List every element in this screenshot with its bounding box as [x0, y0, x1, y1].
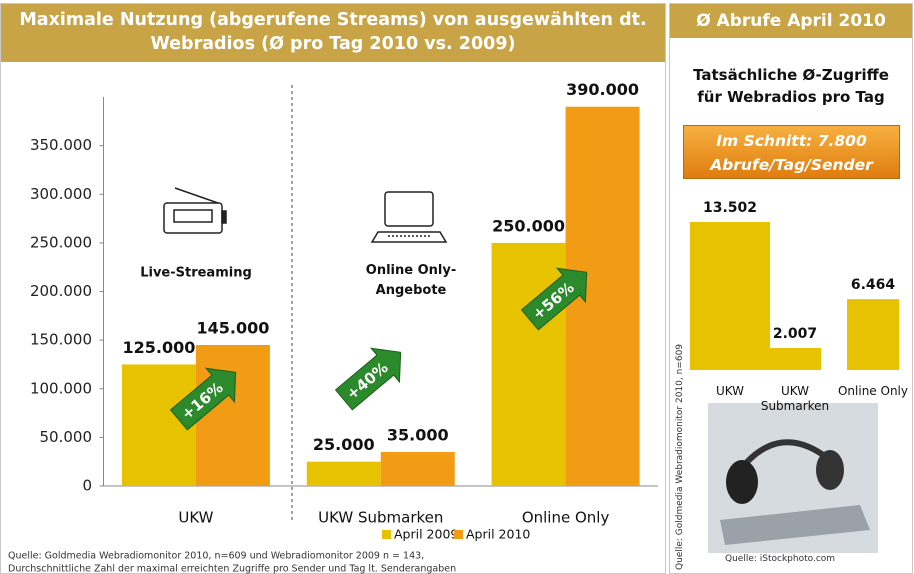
title-band: [670, 4, 912, 38]
legend-swatch: [382, 530, 391, 539]
laptop-icon: [370, 191, 448, 243]
callout: Im Schnitt: 7.800 Abrufe/Tag/Sender: [683, 125, 900, 179]
bar: [380, 451, 455, 486]
x-tick-label: UKW Submarken: [760, 384, 830, 413]
value-label: 2.007: [773, 326, 817, 342]
y-tick-label: 150.000: [30, 331, 92, 349]
growth-arrow: +40%: [334, 347, 402, 411]
bar: [769, 348, 821, 370]
icon-label: Live-Streaming: [140, 266, 252, 281]
y-tick-label: 200.000: [30, 282, 92, 300]
value-label: 6.464: [851, 277, 896, 293]
arrow-shape: [169, 367, 237, 431]
x-tick-label: Online Only: [837, 384, 908, 398]
source-note: Quelle: Goldmedia Webradiomonitor 2010, …: [8, 551, 424, 562]
y-tick-label: 250.000: [30, 233, 92, 251]
value-label: 390.000: [566, 80, 639, 99]
value-label: 35.000: [387, 425, 449, 444]
legend-label: April 2009: [394, 527, 458, 542]
value-label: 250.000: [492, 216, 565, 235]
value-label: 145.000: [196, 318, 269, 337]
arrow-shape: [520, 267, 588, 331]
photo-source: Quelle: iStockphoto.com: [725, 554, 836, 564]
y-tick-label: 100.000: [30, 379, 92, 397]
bar: [690, 222, 770, 370]
icon-label: Online Only-Angebote: [365, 263, 457, 298]
arrow-shape: [334, 347, 402, 411]
source-note: Durchschnittliche Zahl der maximal errei…: [8, 564, 456, 574]
chart-title: Ø Abrufe April 2010: [696, 11, 886, 31]
y-tick-label: 300.000: [30, 185, 92, 203]
x-tick-label: UKW: [715, 384, 745, 398]
chart-title: Maximale Nutzung (abgerufene Streams) vo…: [19, 10, 647, 54]
y-tick-label: 0: [82, 477, 92, 495]
headphones-photo: [708, 403, 878, 553]
radio-icon: [163, 187, 227, 234]
source-note: Quelle: Goldmedia Webradiomonitor 2010, …: [675, 343, 685, 570]
title-band: [1, 4, 665, 62]
y-tick-label: 50.000: [40, 428, 93, 446]
value-label: 13.502: [703, 200, 757, 216]
x-tick-label: UKW Submarken: [318, 509, 443, 527]
value-label: 125.000: [122, 338, 195, 357]
bar: [847, 299, 899, 370]
x-tick-label: Online Only: [522, 509, 610, 527]
legend-swatch: [454, 530, 463, 539]
bar: [195, 344, 270, 486]
y-tick-label: 350.000: [30, 136, 92, 154]
bar: [491, 242, 566, 486]
value-label: 25.000: [313, 435, 375, 454]
subtitle: Tatsächliche Ø-Zugriffe für Webradios pr…: [693, 66, 889, 106]
legend-label: April 2010: [466, 527, 530, 542]
bar: [306, 461, 381, 486]
x-tick-label: UKW: [178, 509, 213, 527]
